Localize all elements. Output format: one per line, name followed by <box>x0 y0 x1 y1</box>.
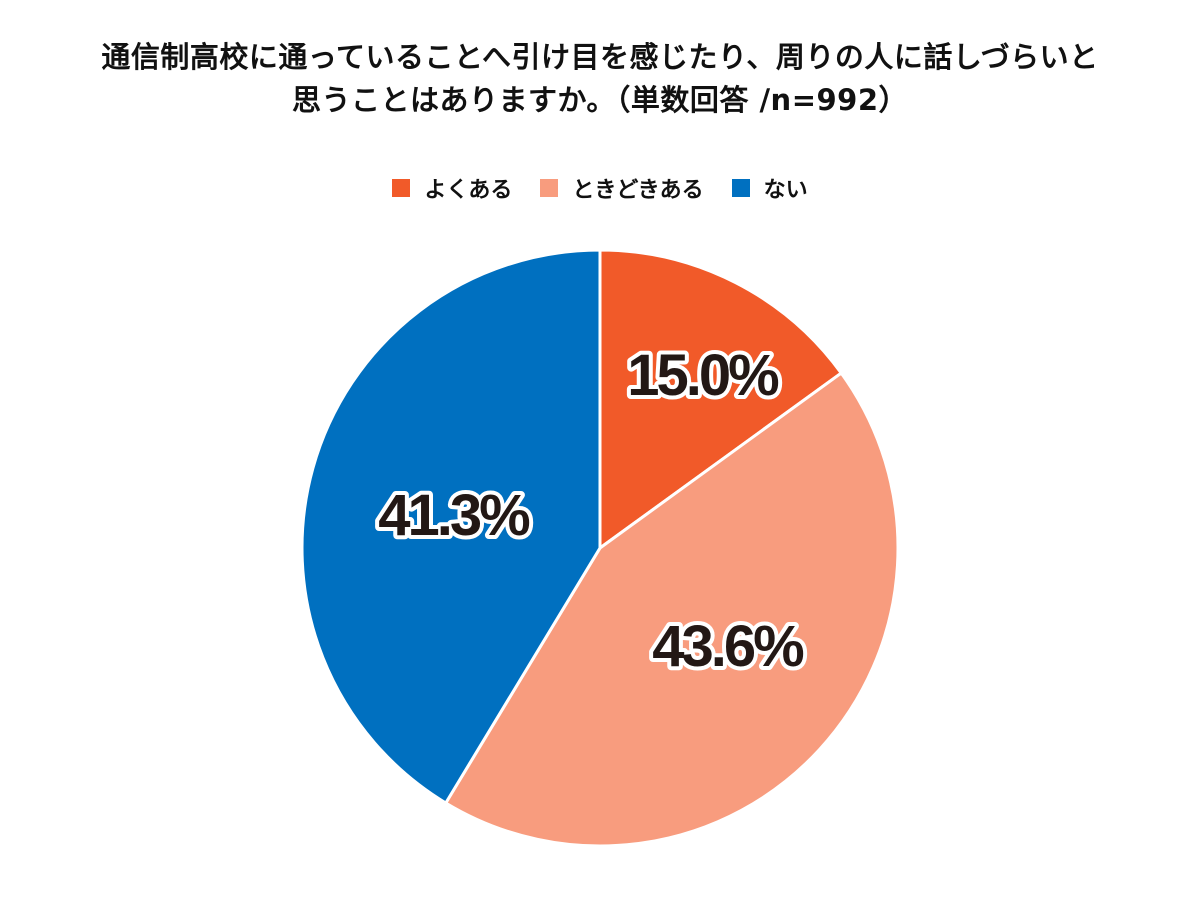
data-label-often: 15.0% <box>627 343 779 408</box>
legend-label-never: ない <box>763 178 808 203</box>
legend-item-often: よくある <box>392 172 512 204</box>
pie-slice-never <box>300 248 602 805</box>
pie-slices <box>300 248 900 848</box>
data-label-never: 41.3% <box>378 483 530 548</box>
pie-slice-often <box>598 248 843 550</box>
chart-legend: よくある ときどきある ない <box>0 172 1200 204</box>
legend-swatch-never <box>731 179 750 197</box>
legend-item-sometimes: ときどきある <box>540 172 704 204</box>
chart-title: 通信制高校に通っていることへ引け目を感じたり、周りの人に話しづらいと 思うことは… <box>0 36 1200 122</box>
chart-title-line-2: 思うことはありますか。（単数回答 /n=992） <box>291 83 909 117</box>
legend-item-never: ない <box>731 172 808 204</box>
legend-label-often: よくある <box>424 178 513 203</box>
pie-slice-sometimes <box>444 371 900 848</box>
legend-swatch-sometimes <box>540 179 559 197</box>
legend-label-sometimes: ときどきある <box>572 178 704 203</box>
legend-swatch-often <box>392 179 411 197</box>
chart-title-line-1: 通信制高校に通っていることへ引け目を感じたり、周りの人に話しづらいと <box>101 40 1099 74</box>
data-label-sometimes: 43.6% <box>652 614 804 679</box>
